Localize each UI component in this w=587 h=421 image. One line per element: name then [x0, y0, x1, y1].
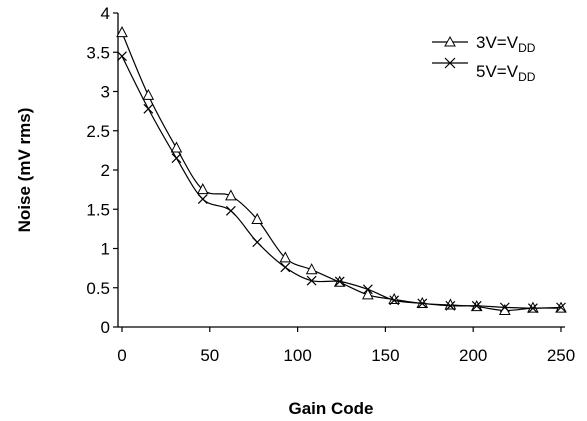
y-tick-label: 3.5: [86, 43, 110, 62]
y-tick-label: 1.5: [86, 200, 110, 219]
series-layer: [116, 26, 567, 316]
y-axis-title: Noise (mV rms): [15, 108, 34, 233]
data-point-triangle: [225, 189, 237, 201]
data-point-x: [556, 302, 566, 313]
x-axis-title: Gain Code: [288, 399, 373, 418]
data-point-triangle: [279, 251, 292, 263]
data-point-x: [171, 153, 182, 164]
data-point-triangle: [116, 26, 128, 38]
y-tick-label: 3: [101, 83, 110, 102]
x-tick-label: 0: [117, 346, 126, 365]
data-point-x: [252, 237, 263, 248]
legend-marker-triangle: [444, 35, 456, 47]
data-point-triangle: [362, 288, 374, 300]
y-tick-label: 0.5: [86, 279, 110, 298]
data-point-x: [225, 205, 236, 216]
data-point-x: [362, 284, 373, 295]
legend-label-3v: 3V=VDD: [476, 33, 536, 55]
legend: 3V=VDD 5V=VDD: [432, 33, 536, 84]
data-point-triangle: [444, 298, 457, 310]
y-tick-label: 4: [101, 4, 110, 23]
x-tick-label: 100: [283, 346, 311, 365]
y-ticks: 0 0.5 1 1.5 2 2.5 3 3.5 4: [86, 4, 118, 337]
legend-label-5v: 5V=VDD: [476, 62, 536, 84]
data-point-triangle: [196, 183, 209, 195]
data-point-x: [280, 262, 291, 273]
series-line-1: [121, 55, 562, 309]
y-tick-label: 2.5: [86, 122, 110, 141]
y-tick-label: 2: [101, 161, 110, 180]
data-point-triangle: [305, 263, 318, 275]
y-tick-label: 0: [101, 318, 110, 337]
data-point-triangle: [142, 88, 155, 100]
x-tick-label: 50: [200, 346, 219, 365]
data-point-x: [306, 275, 317, 286]
x-ticks: 0 50 100 150 200 250: [117, 327, 575, 365]
data-point-x: [527, 303, 538, 314]
data-point-x: [334, 276, 345, 287]
data-point-x: [197, 194, 208, 204]
y-tick-label: 1: [101, 240, 110, 259]
data-point-triangle: [251, 212, 264, 224]
x-tick-label: 150: [371, 346, 399, 365]
data-point-x: [389, 295, 400, 306]
legend-marker-x: [444, 57, 456, 69]
x-tick-label: 250: [547, 346, 575, 365]
data-point-x: [471, 300, 482, 311]
data-point-triangle: [170, 141, 183, 153]
data-point-x: [143, 103, 154, 114]
data-point-x: [499, 302, 510, 313]
data-point-x: [445, 300, 456, 311]
x-tick-label: 200: [459, 346, 487, 365]
data-point-x: [417, 298, 428, 309]
data-point-x: [117, 51, 127, 62]
